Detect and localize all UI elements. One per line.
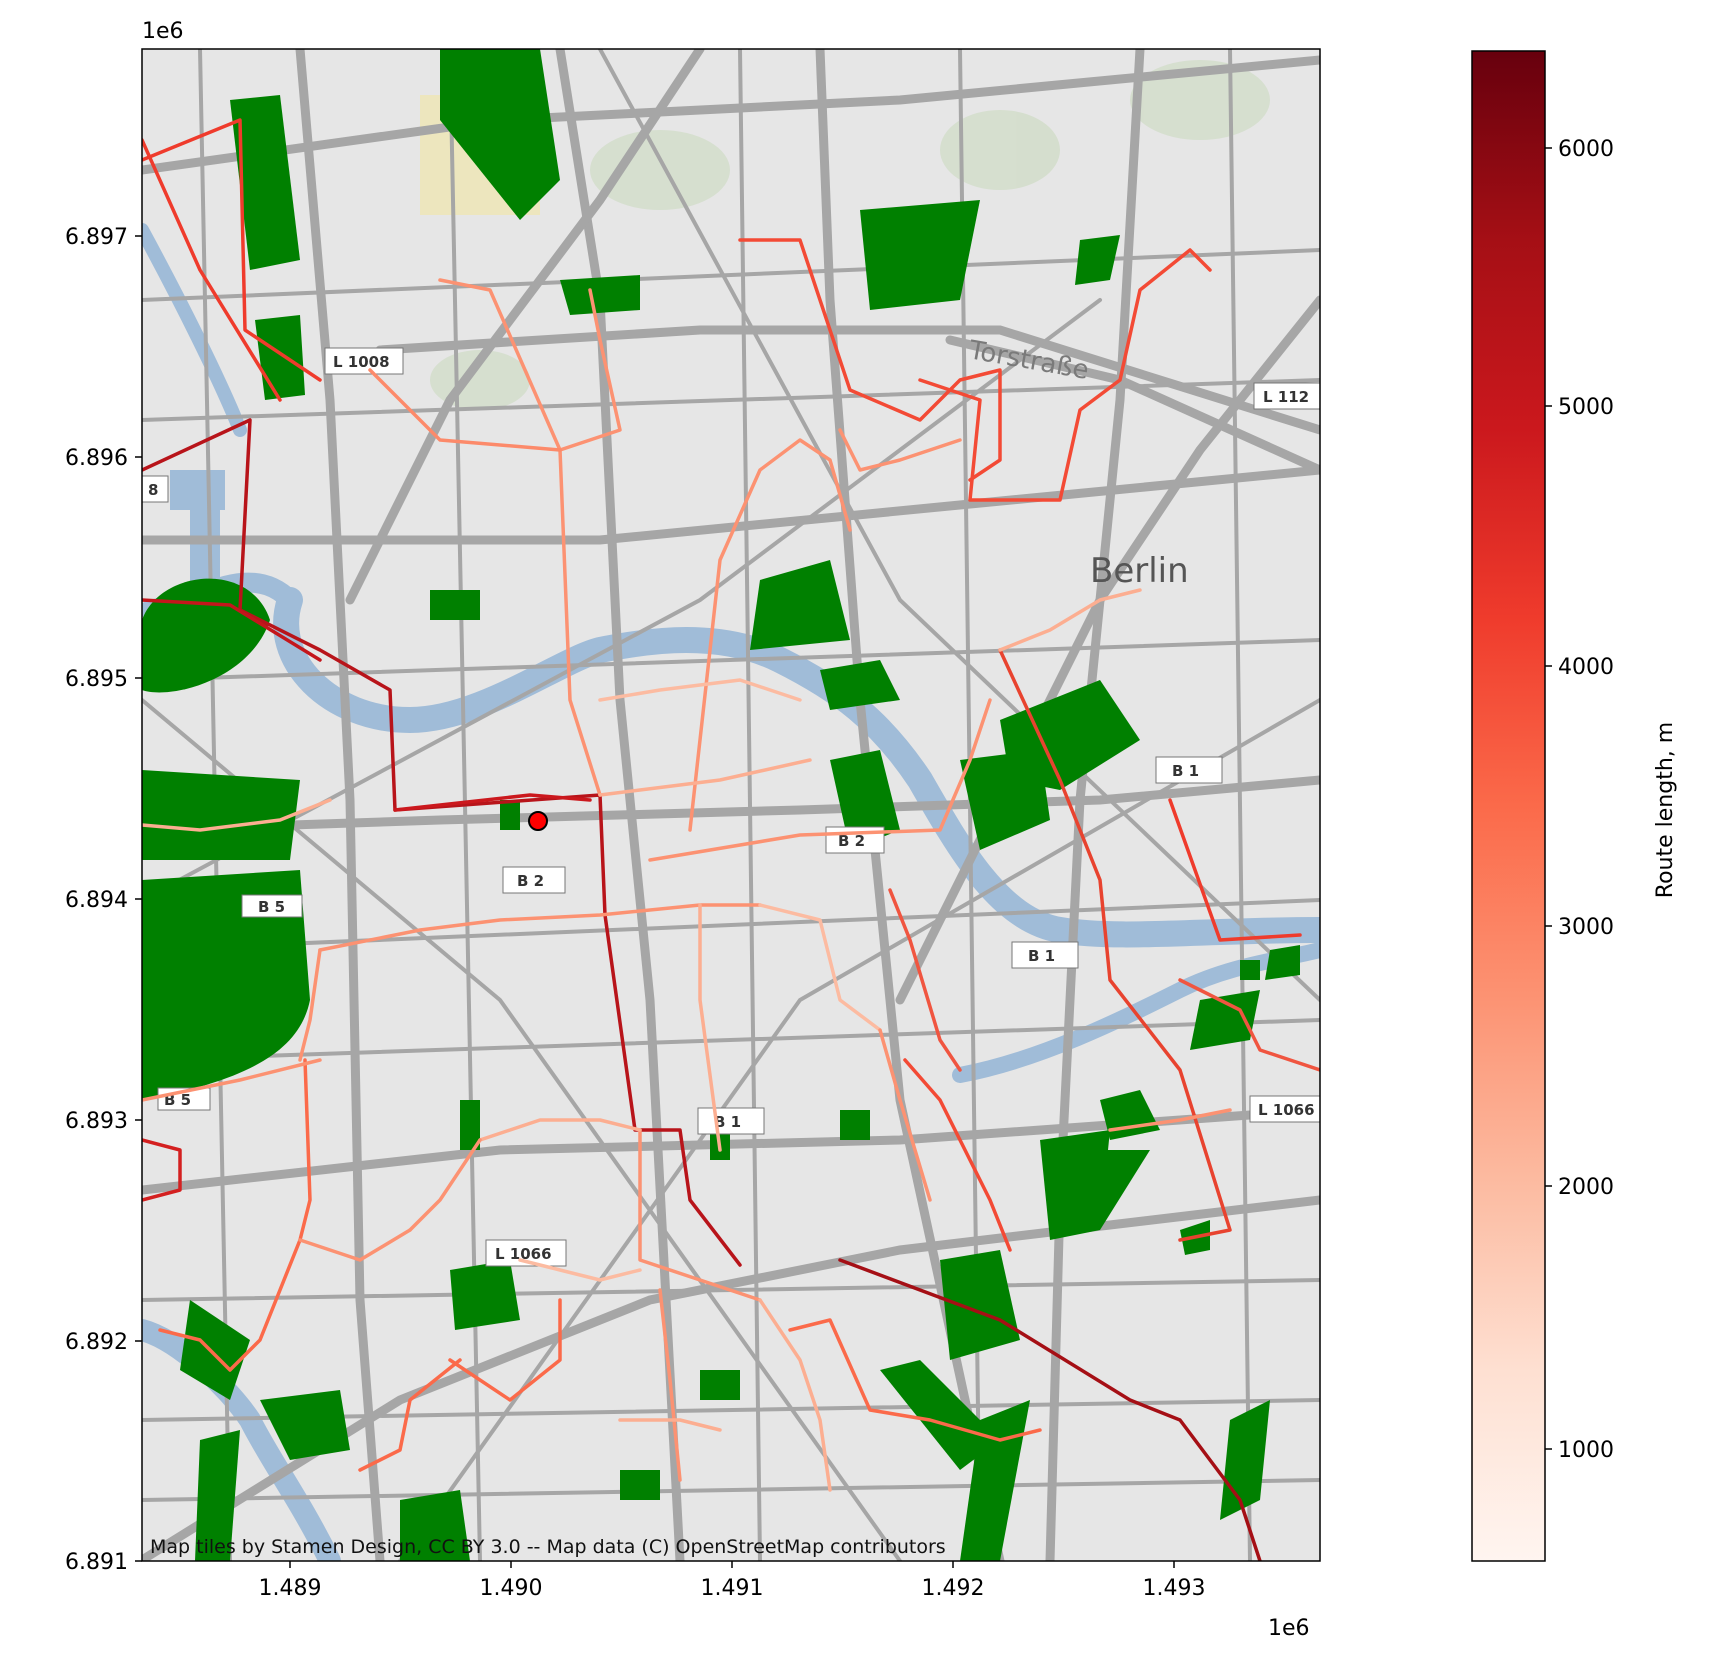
route-segment [758, 1298, 832, 1492]
x-axis: 1.489 1.490 1.491 1.492 1.493 [259, 1561, 1206, 1601]
route-segment [998, 648, 1232, 1242]
x-tick-label: 1.492 [922, 1576, 985, 1601]
y-tick-label: 6.895 [65, 667, 128, 692]
map-attribution: Map tiles by Stamen Design, CC BY 3.0 --… [150, 1536, 946, 1558]
road-label: B 5 [258, 898, 285, 916]
route-segment [298, 948, 322, 1062]
route-segment [142, 1138, 182, 1202]
route-segment [518, 1258, 642, 1282]
route-segment [558, 448, 602, 797]
route-segment [648, 698, 992, 862]
x-axis-exponent: 1e6 [1268, 1616, 1310, 1641]
route-segment [142, 138, 282, 402]
city-label: Berlin [1090, 551, 1189, 591]
route-segment [358, 1358, 462, 1472]
route-segment [158, 1238, 302, 1372]
y-tick-label: 6.891 [65, 1550, 128, 1575]
x-tick-label: 1.489 [259, 1576, 322, 1601]
colorbar-tick-label: 6000 [1558, 137, 1614, 162]
route-segment [838, 428, 962, 472]
route-network [142, 118, 1320, 1561]
route-segment [368, 368, 562, 452]
map-area[interactable]: L 1008 L 112 B 1 B 2 B 2 B 5 B 1 B 1 L 1… [142, 49, 1320, 1561]
route-segment [298, 1058, 312, 1242]
road-label: 8 [148, 481, 158, 499]
colorbar-tick-label: 5000 [1558, 395, 1614, 420]
route-segment [408, 1138, 482, 1232]
route-segment [638, 1128, 762, 1302]
y-tick-label: 6.892 [65, 1330, 128, 1355]
route-segment [903, 1058, 1012, 1252]
road-label: B 1 [1172, 762, 1199, 780]
map-frame [141, 48, 1321, 1562]
colorbar-gradient [1471, 50, 1546, 1562]
y-tick-label: 6.897 [65, 225, 128, 250]
origin-marker[interactable] [528, 811, 548, 831]
road-label: B 1 [714, 1113, 741, 1131]
colorbar-tick-label: 1000 [1558, 1438, 1614, 1463]
x-tick-label: 1.493 [1143, 1576, 1206, 1601]
route-segment [393, 793, 592, 812]
canal [190, 510, 220, 590]
colorbar-tick-label: 3000 [1558, 915, 1614, 940]
route-segment [142, 1058, 322, 1102]
y-axis-exponent: 1e6 [142, 19, 184, 44]
route-segment [142, 418, 742, 1267]
road-label: L 112 [1263, 388, 1309, 406]
road-labels: L 1008 L 112 B 1 B 2 B 2 B 5 B 1 B 1 L 1… [142, 335, 1320, 1267]
route-segment [1108, 1108, 1232, 1132]
y-axis: 6.897 6.896 6.895 6.894 6.893 6.892 6.89… [65, 225, 142, 1575]
route-segment [1168, 798, 1302, 942]
route-segment [878, 1028, 932, 1202]
route-segment [698, 903, 722, 1152]
route-segment [658, 1288, 682, 1482]
road-label: B 2 [838, 832, 865, 850]
y-tick-label: 6.894 [65, 888, 128, 913]
road-label: B 1 [1028, 947, 1055, 965]
colorbar-tick-label: 2000 [1558, 1175, 1614, 1200]
x-tick-label: 1.491 [701, 1576, 764, 1601]
colorbar-tick-label: 4000 [1558, 655, 1614, 680]
road-label: L 1066 [1258, 1101, 1315, 1119]
route-segment [142, 118, 322, 382]
route-segment [448, 1298, 562, 1402]
route-segment [142, 798, 332, 832]
route-segment [298, 1228, 412, 1262]
road-label: L 1008 [333, 353, 390, 371]
route-segment [438, 278, 622, 452]
route-segment [838, 1258, 1262, 1561]
route-segment [758, 903, 882, 1032]
route-segment [738, 238, 1002, 482]
route-segment [918, 248, 1212, 502]
harbor-basin [170, 470, 225, 510]
route-segment [688, 438, 852, 832]
route-segment [478, 1118, 642, 1142]
route-segment [318, 903, 762, 952]
colorbar: 1000 2000 3000 4000 5000 6000 Route leng… [1471, 50, 1678, 1562]
route-segment [998, 588, 1142, 652]
colorbar-label: Route length, m [1653, 722, 1678, 898]
route-segment [598, 758, 812, 797]
route-segment [1178, 978, 1320, 1072]
y-tick-label: 6.896 [65, 446, 128, 471]
route-segment [788, 1318, 1042, 1442]
road-label: B 2 [517, 872, 544, 890]
x-tick-label: 1.490 [480, 1576, 543, 1601]
route-segment [618, 1418, 722, 1432]
parks [142, 49, 1300, 1561]
route-segment [598, 678, 802, 702]
y-tick-label: 6.893 [65, 1109, 128, 1134]
route-segment [142, 598, 322, 662]
route-segment [888, 888, 962, 1072]
road-label: L 1066 [495, 1245, 552, 1263]
